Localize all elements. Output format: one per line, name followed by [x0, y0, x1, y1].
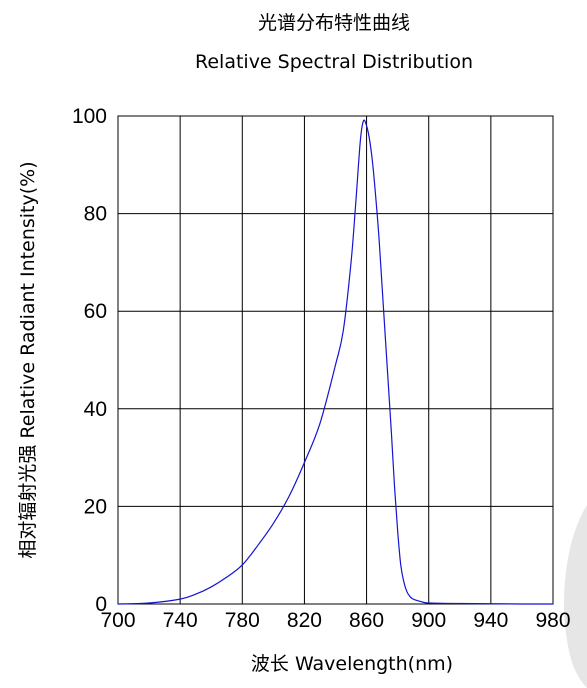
plot-frame [117, 115, 554, 605]
x-axis-label: 波长 Wavelength(nm) [251, 653, 453, 675]
x-tick-label: 780 [225, 609, 260, 632]
decorative-gray-shape [564, 505, 587, 688]
x-tick-label: 700 [100, 609, 135, 632]
y-tick-labels: 0 20 40 60 80 100 [72, 105, 107, 616]
x-tick-label: 860 [349, 609, 384, 632]
x-tick-label: 940 [473, 609, 508, 632]
y-axis-label: 相对辐射光强 Relative Radiant Intensity(%) [17, 161, 39, 558]
y-tick-label: 80 [84, 203, 107, 226]
y-tick-label: 100 [72, 105, 107, 128]
series-line [117, 119, 554, 605]
x-tick-label: 900 [411, 609, 446, 632]
y-tick-label: 60 [84, 300, 107, 323]
y-tick-label: 20 [84, 495, 107, 518]
y-tick-label: 0 [95, 593, 107, 616]
grid [117, 115, 554, 605]
chart-title: 光谱分布特性曲线 [258, 12, 410, 34]
x-tick-label: 740 [163, 609, 198, 632]
x-tick-labels: 700 740 780 820 860 900 940 980 [100, 609, 570, 632]
y-tick-label: 40 [84, 398, 107, 421]
x-tick-label: 820 [287, 609, 322, 632]
chart-subtitle: Relative Spectral Distribution [195, 51, 473, 73]
x-tick-label: 980 [535, 609, 570, 632]
